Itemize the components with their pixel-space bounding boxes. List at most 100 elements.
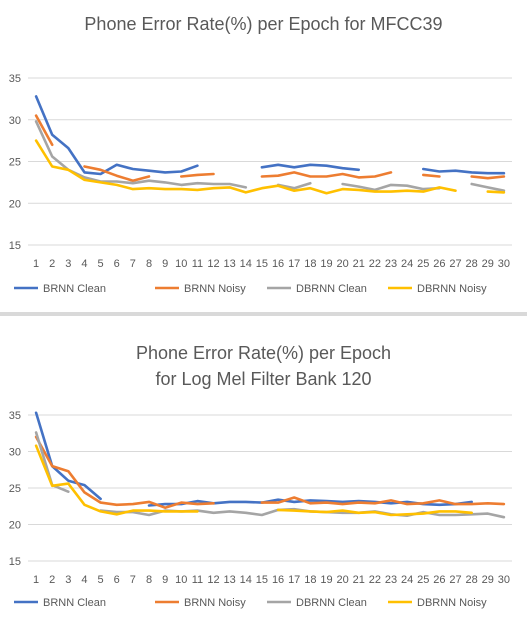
x-tick-label: 5	[98, 258, 104, 270]
data-point	[438, 514, 440, 516]
data-point	[454, 514, 457, 516]
data-point	[35, 140, 37, 142]
legend-label: DBRNN Noisy	[417, 283, 487, 295]
data-point	[342, 183, 344, 185]
y-tick-label: 35	[9, 410, 21, 422]
data-point	[212, 187, 215, 189]
data-point	[471, 501, 473, 503]
data-point	[212, 173, 215, 175]
data-point	[180, 170, 182, 173]
data-point	[67, 491, 69, 493]
x-tick-label: 27	[449, 574, 461, 586]
x-tick-label: 17	[288, 574, 300, 586]
data-point	[309, 499, 311, 501]
data-point	[164, 507, 166, 509]
legend-item-brnn-clean: BRNN Clean	[14, 283, 106, 295]
data-point	[358, 169, 360, 171]
data-point	[454, 510, 457, 512]
data-point	[358, 512, 360, 514]
data-point	[261, 175, 263, 178]
data-point	[229, 186, 231, 188]
data-point	[325, 165, 328, 167]
data-point	[83, 165, 86, 168]
data-point	[487, 186, 489, 188]
legend-label: DBRNN Clean	[296, 283, 367, 295]
data-point	[100, 498, 102, 500]
data-point	[503, 190, 505, 192]
data-point	[503, 175, 505, 178]
data-point	[422, 191, 424, 193]
data-point	[196, 165, 198, 167]
x-tick-label: 19	[320, 574, 332, 586]
data-point	[358, 502, 360, 504]
data-point	[503, 516, 505, 518]
data-point	[471, 512, 473, 514]
data-point	[438, 186, 440, 188]
y-tick-label: 15	[9, 240, 21, 252]
x-tick-label: 21	[353, 258, 365, 270]
data-point	[51, 165, 53, 168]
x-tick-label: 6	[114, 574, 120, 586]
x-tick-label: 8	[146, 258, 152, 270]
x-tick-label: 2	[49, 574, 55, 586]
x-tick-label: 30	[498, 574, 510, 586]
x-tick-label: 29	[482, 258, 494, 270]
data-point	[148, 170, 150, 172]
data-point	[67, 483, 69, 485]
data-point	[309, 187, 311, 189]
data-point	[487, 502, 489, 504]
data-point	[148, 180, 150, 182]
data-point	[212, 183, 215, 185]
x-tick-label: 20	[336, 574, 348, 586]
data-point	[180, 188, 182, 190]
data-point	[309, 510, 311, 512]
x-tick-label: 13	[224, 574, 236, 586]
y-tick-label: 30	[9, 115, 21, 127]
data-point	[196, 174, 198, 176]
data-point	[406, 501, 408, 503]
data-point	[342, 503, 344, 505]
y-tick-label: 25	[9, 157, 21, 169]
data-point	[67, 147, 69, 149]
x-tick-label: 6	[114, 258, 120, 270]
data-point	[374, 175, 376, 178]
series-line-segment	[34, 435, 215, 509]
x-tick-label: 5	[98, 574, 104, 586]
data-point	[51, 144, 53, 146]
x-tick-label: 23	[385, 258, 397, 270]
data-point	[229, 183, 231, 185]
x-tick-label: 9	[162, 574, 168, 586]
series-line-segment	[486, 190, 506, 194]
x-tick-label: 20	[336, 258, 348, 270]
data-point	[390, 184, 392, 186]
data-point	[51, 465, 53, 467]
data-point	[132, 182, 134, 184]
data-point	[277, 499, 279, 501]
data-point	[406, 513, 408, 515]
data-point	[132, 510, 134, 512]
data-point	[35, 412, 37, 414]
x-tick-label: 19	[320, 258, 332, 270]
data-point	[358, 186, 360, 188]
legend-item-dbrnn-noisy: DBRNN Noisy	[388, 597, 487, 609]
data-point	[196, 510, 198, 512]
data-point	[293, 496, 295, 499]
data-point	[83, 484, 86, 486]
x-tick-label: 2	[49, 258, 55, 270]
y-tick-label: 20	[9, 198, 21, 210]
data-point	[503, 172, 505, 174]
x-tick-label: 4	[81, 258, 87, 270]
data-point	[406, 185, 408, 187]
data-point	[406, 503, 408, 505]
data-point	[293, 190, 295, 192]
data-point	[342, 167, 344, 169]
series-line-segment	[421, 167, 506, 175]
data-point	[325, 175, 328, 178]
chart-logmel120: Phone Error Rate(%) per Epoch for Log Mel…	[9, 343, 512, 609]
data-point	[487, 191, 489, 193]
data-point	[116, 511, 118, 513]
data-point	[422, 513, 424, 515]
data-point	[196, 182, 198, 184]
data-point	[164, 503, 166, 505]
x-tick-label: 12	[207, 574, 219, 586]
